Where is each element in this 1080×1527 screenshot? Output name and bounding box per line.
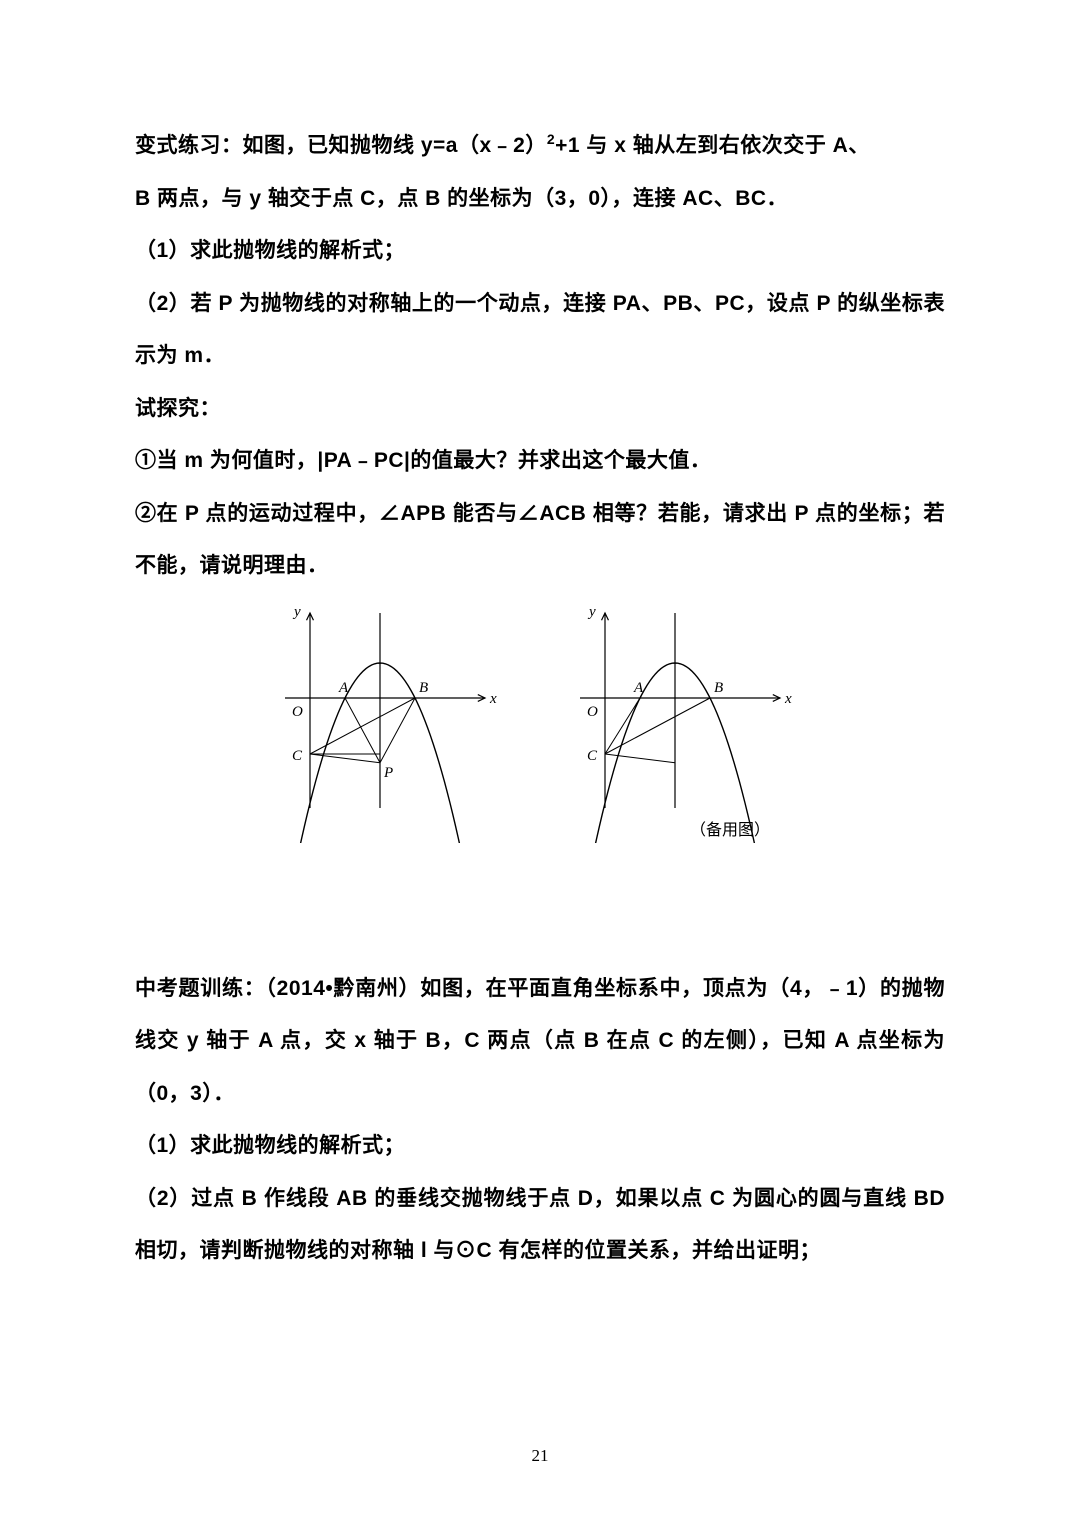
p1-line1-b: +1 与 x 轴从左到右依次交于 A、 (555, 134, 870, 157)
svg-text:y: y (292, 604, 301, 620)
svg-text:C: C (587, 748, 598, 764)
svg-text:A: A (633, 680, 644, 696)
p1-sub1: ①当 m 为何值时，|PA﹣PC|的值最大？并求出这个最大值． (135, 435, 945, 488)
p2-q1: （1）求此抛物线的解析式； (135, 1120, 945, 1173)
figure-row: y x O A B C Py x O A B C （备用图） (135, 603, 945, 843)
spacer (135, 873, 945, 963)
svg-text:x: x (784, 691, 792, 707)
p1-q1: （1）求此抛物线的解析式； (135, 225, 945, 278)
svg-text:B: B (714, 680, 723, 696)
page-number: 21 (0, 1435, 1080, 1478)
svg-text:A: A (338, 680, 349, 696)
svg-text:C: C (292, 748, 303, 764)
figure-svg: y x O A B C Py x O A B C （备用图） (260, 603, 820, 843)
svg-text:（备用图）: （备用图） (690, 821, 770, 839)
p1-sub2: ②在 P 点的运动过程中，∠APB 能否与∠ACB 相等？若能，请求出 P 点的… (135, 488, 945, 593)
svg-text:B: B (419, 680, 428, 696)
svg-text:x: x (489, 691, 497, 707)
p1-line1-a: 变式练习：如图，已知抛物线 y=a（x﹣2） (135, 134, 547, 157)
p2-q2: （2）过点 B 作线段 AB 的垂线交抛物线于点 D，如果以点 C 为圆心的圆与… (135, 1173, 945, 1278)
p1-q2: （2）若 P 为抛物线的对称轴上的一个动点，连接 PA、PB、PC，设点 P 的… (135, 278, 945, 383)
page: 变式练习：如图，已知抛物线 y=a（x﹣2）2+1 与 x 轴从左到右依次交于 … (0, 0, 1080, 1527)
svg-text:O: O (587, 704, 598, 720)
p1-prompt: 试探究： (135, 383, 945, 436)
svg-text:P: P (383, 764, 393, 780)
p1-line1: 变式练习：如图，已知抛物线 y=a（x﹣2）2+1 与 x 轴从左到右依次交于 … (135, 120, 945, 173)
p2-line1: 中考题训练：（2014•黔南州）如图，在平面直角坐标系中，顶点为（4，﹣1）的抛… (135, 963, 945, 1121)
p1-line1-sup: 2 (547, 131, 555, 147)
svg-text:y: y (587, 604, 596, 620)
p1-line2: B 两点，与 y 轴交于点 C，点 B 的坐标为（3，0），连接 AC、BC． (135, 173, 945, 226)
svg-text:O: O (292, 704, 303, 720)
